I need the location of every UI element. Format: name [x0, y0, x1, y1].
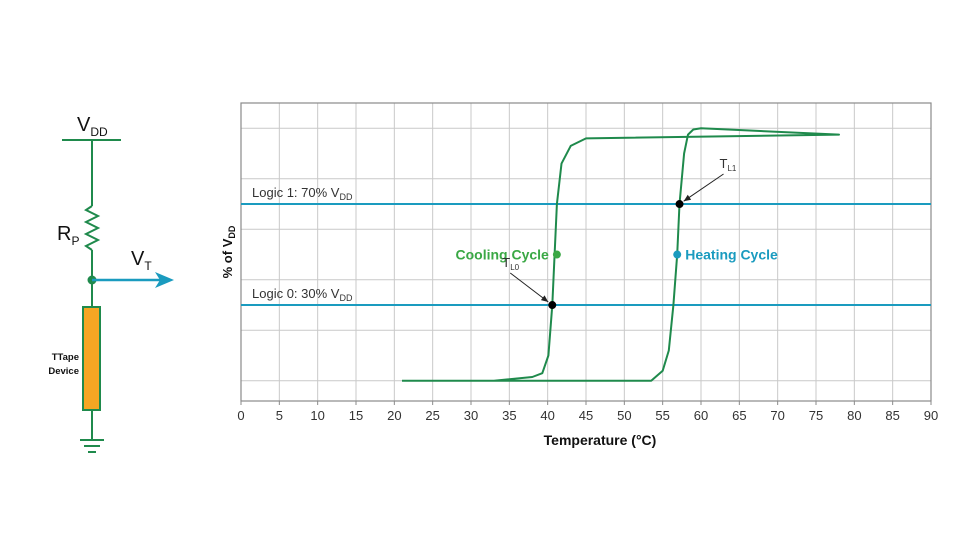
x-tick-label: 60: [694, 408, 708, 423]
callout-line-tl0: [509, 272, 549, 303]
hysteresis-curve: [402, 127, 840, 382]
y-axis-label: % of VDD: [220, 225, 237, 278]
chart-grid: [241, 103, 931, 401]
callout-arrow-icon: [540, 295, 549, 303]
cooling-cycle-label: Cooling Cycle: [456, 247, 550, 263]
x-tick-label: 80: [847, 408, 861, 423]
x-tick-label: 90: [924, 408, 938, 423]
x-tick-label: 70: [770, 408, 784, 423]
vdd-label: VDD: [77, 114, 108, 139]
x-tick-label: 45: [579, 408, 593, 423]
ttape-device: [82, 306, 101, 411]
chart-annotations: Cooling Cycle Heating Cycle TL0 TL1: [456, 156, 778, 310]
vt-label: VT: [131, 248, 152, 273]
x-tick-label: 5: [276, 408, 283, 423]
threshold-lines: Logic 1: 70% VDD Logic 0: 30% VDD: [241, 185, 931, 307]
cooling-cycle-marker: [552, 250, 561, 259]
threshold-label: Logic 1: 70% VDD: [252, 185, 353, 202]
x-tick-label: 65: [732, 408, 746, 423]
x-tick-label: 15: [349, 408, 363, 423]
point-tl1: [675, 200, 684, 209]
circuit-schematic: VDD RP VT TTape Device: [48, 114, 174, 453]
x-tick-label: 35: [502, 408, 516, 423]
x-axis-ticks: 0 5 10 15 20 25 30 35 40 45 50 55 60 65 70 75 80 85 90: [237, 401, 938, 423]
x-tick-label: 50: [617, 408, 631, 423]
x-axis-label: Temperature (°C): [544, 432, 657, 448]
point-label-tl0: TL0: [502, 255, 519, 272]
x-tick-label: 85: [885, 408, 899, 423]
x-tick-label: 0: [237, 408, 244, 423]
point-label-tl1: TL1: [720, 156, 737, 173]
x-tick-label: 55: [655, 408, 669, 423]
x-tick-label: 30: [464, 408, 478, 423]
x-tick-label: 10: [310, 408, 324, 423]
x-tick-label: 20: [387, 408, 401, 423]
x-tick-label: 40: [540, 408, 554, 423]
rp-label: RP: [57, 223, 79, 248]
heating-cycle-label: Heating Cycle: [685, 247, 778, 263]
callout-line-tl1: [683, 173, 724, 202]
x-tick-label: 75: [809, 408, 823, 423]
device-label-line2: Device: [48, 366, 79, 377]
resistor-rp: [83, 205, 101, 251]
x-tick-label: 25: [425, 408, 439, 423]
hysteresis-chart: Logic 1: 70% VDD Logic 0: 30% VDD 0 5 10 15 2…: [220, 102, 938, 448]
callout-arrow-icon: [683, 194, 692, 202]
point-tl0: [548, 301, 557, 310]
device-label-line1: TTape: [52, 352, 79, 363]
vt-arrow-icon: [155, 272, 174, 288]
threshold-label: Logic 0: 30% VDD: [252, 286, 353, 303]
heating-cycle-marker: [673, 250, 682, 259]
